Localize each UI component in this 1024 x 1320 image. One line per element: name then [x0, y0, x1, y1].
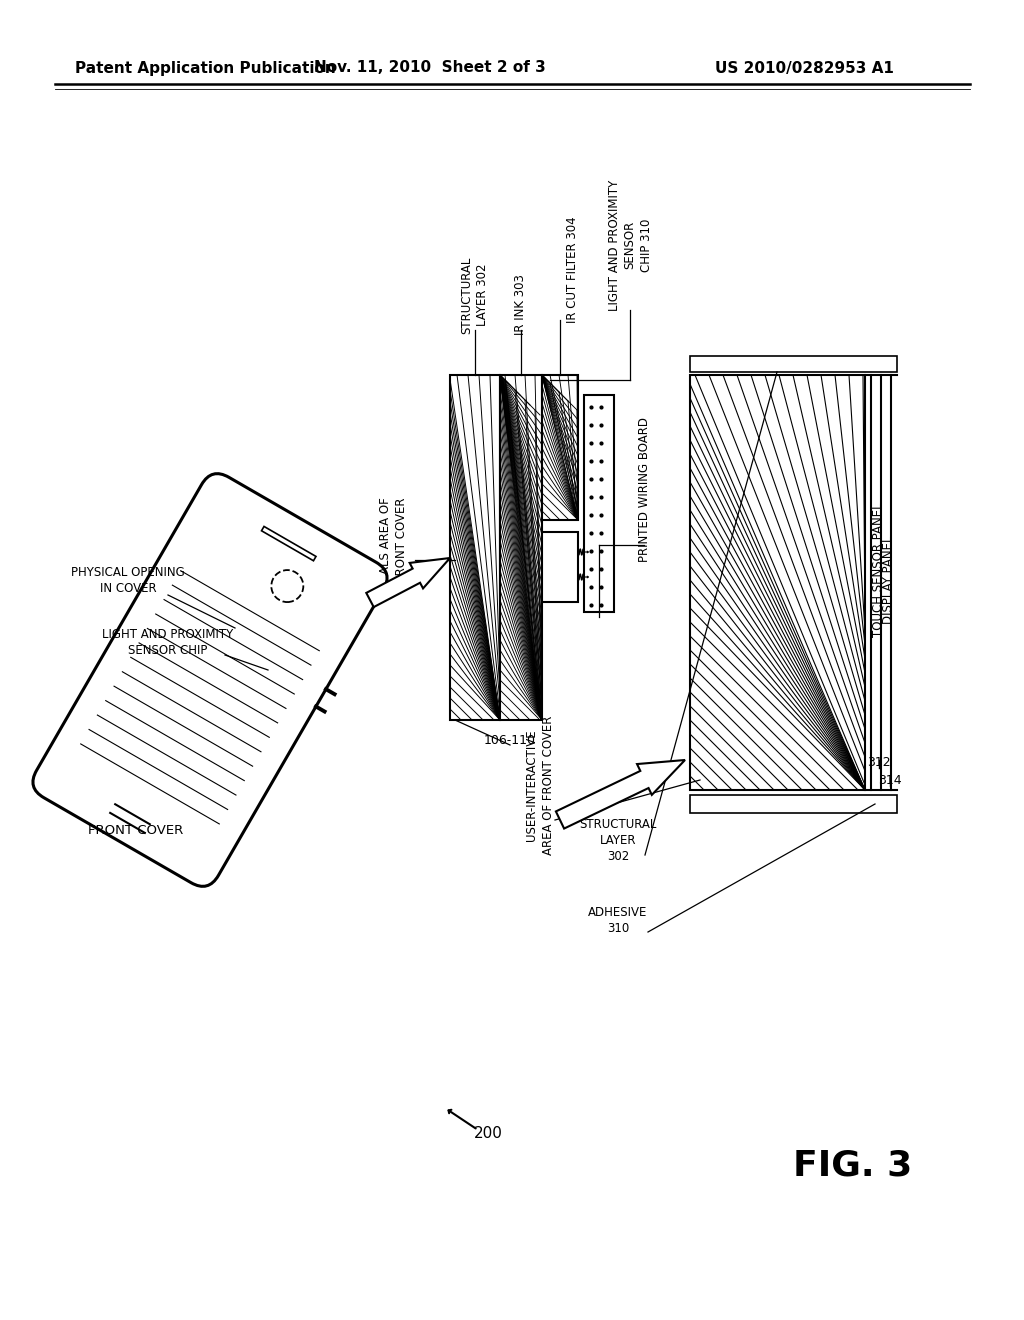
Bar	[542, 532, 578, 602]
Bar	[690, 375, 865, 789]
Text: ADHESIVE
310: ADHESIVE 310	[589, 906, 648, 935]
Text: 106-110: 106-110	[484, 734, 536, 747]
Text: LIGHT AND PROXIMITY
SENSOR
CHIP 310: LIGHT AND PROXIMITY SENSOR CHIP 310	[607, 180, 652, 310]
Polygon shape	[556, 760, 685, 829]
Text: ALS AREA OF
FRONT COVER: ALS AREA OF FRONT COVER	[379, 498, 408, 582]
Text: IR CUT FILTER 304: IR CUT FILTER 304	[565, 216, 579, 323]
Text: STRUCTURAL
LAYER
302: STRUCTURAL LAYER 302	[580, 817, 656, 862]
Text: USER-INTERACTIVE
AREA OF FRONT COVER: USER-INTERACTIVE AREA OF FRONT COVER	[525, 715, 555, 854]
Text: STRUCTURAL
LAYER 302: STRUCTURAL LAYER 302	[461, 256, 489, 334]
Bar	[450, 375, 500, 719]
Text: LIGHT AND PROXIMITY
SENSOR CHIP: LIGHT AND PROXIMITY SENSOR CHIP	[102, 628, 233, 657]
Text: DISPLAY PANEL: DISPLAY PANEL	[883, 536, 896, 624]
Bar	[690, 795, 897, 813]
Text: TOUCH SENSOR PANEL: TOUCH SENSOR PANEL	[872, 503, 886, 638]
Bar	[584, 395, 614, 612]
Text: FIG. 3: FIG. 3	[793, 1148, 912, 1181]
Text: PHYSICAL OPENING
IN COVER: PHYSICAL OPENING IN COVER	[71, 565, 185, 594]
Polygon shape	[367, 558, 450, 607]
Text: PRINTED WIRING BOARD: PRINTED WIRING BOARD	[638, 417, 650, 562]
Text: 314: 314	[879, 774, 902, 787]
Bar	[690, 356, 897, 372]
Text: US 2010/0282953 A1: US 2010/0282953 A1	[715, 61, 894, 75]
Text: Nov. 11, 2010  Sheet 2 of 3: Nov. 11, 2010 Sheet 2 of 3	[314, 61, 546, 75]
Text: FRONT COVER: FRONT COVER	[88, 824, 183, 837]
Text: 200: 200	[473, 1126, 503, 1140]
Bar	[542, 375, 578, 520]
Text: 312: 312	[867, 755, 891, 768]
Text: Patent Application Publication: Patent Application Publication	[75, 61, 336, 75]
Text: IR INK 303: IR INK 303	[514, 275, 527, 335]
FancyBboxPatch shape	[33, 474, 387, 886]
Polygon shape	[261, 527, 316, 561]
Bar	[500, 375, 542, 719]
